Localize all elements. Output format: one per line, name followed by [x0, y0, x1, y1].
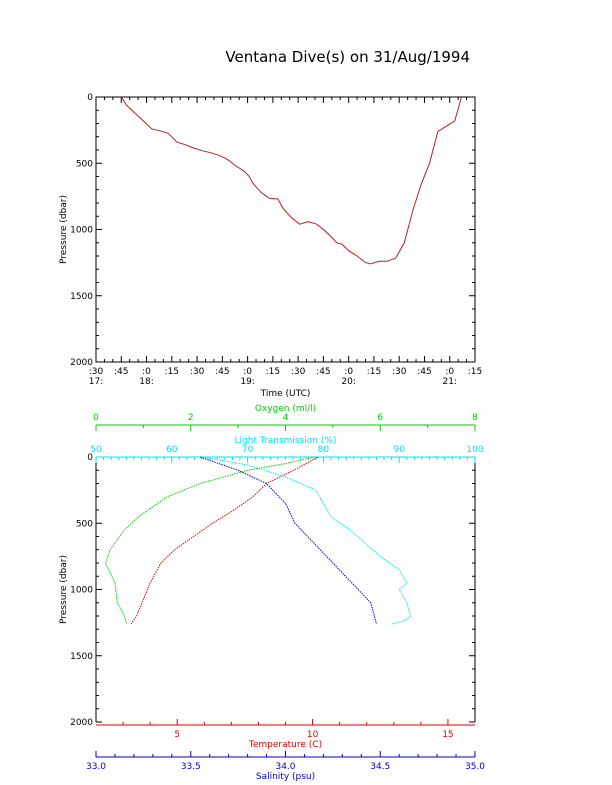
x-tick-label: :30 — [291, 367, 306, 377]
y2-axis-label: Pressure (dbar) — [59, 555, 69, 624]
salinity-tick-label: 34.0 — [275, 762, 295, 772]
x-axis-label: Time (UTC) — [260, 389, 311, 399]
x-tick-label: :45 — [316, 367, 330, 377]
x-hour-label: 21: — [442, 377, 456, 387]
y-tick-label: 2000 — [70, 358, 93, 368]
y-tick-label: 0 — [87, 93, 93, 103]
oxygen-series-line — [104, 456, 315, 625]
salinity-axis-label: Salinity (psu) — [256, 772, 315, 782]
x-tick-label: :30 — [89, 367, 104, 377]
x-hour-label: 18: — [139, 377, 153, 387]
x-tick-label: :30 — [190, 367, 205, 377]
oxygen-tick-label: 2 — [188, 413, 194, 423]
x-tick-label: :45 — [417, 367, 431, 377]
depth-series-line — [120, 96, 462, 265]
y2-tick-label: 1500 — [70, 652, 93, 662]
oxygen-tick-label: 8 — [472, 413, 478, 423]
light-tick-label: 60 — [166, 445, 178, 455]
temperature-tick-label: 5 — [174, 730, 180, 740]
light-series-line — [202, 456, 412, 625]
light-tick-label: 50 — [90, 445, 102, 455]
temperature-axis-label: Temperature (C) — [248, 740, 322, 750]
x-hour-label: 17: — [89, 377, 103, 387]
y-tick-label: 1500 — [70, 292, 93, 302]
temperature-series-line — [130, 456, 319, 625]
temperature-tick-label: 15 — [442, 730, 453, 740]
chart-title: Ventana Dive(s) on 31/Aug/1994 — [225, 48, 470, 66]
x-tick-label: :0 — [344, 367, 353, 377]
x-tick-label: :0 — [142, 367, 151, 377]
y2-tick-label: 500 — [76, 519, 93, 529]
x-tick-label: :15 — [266, 367, 280, 377]
x-tick-label: :15 — [367, 367, 381, 377]
x-tick-label: :0 — [445, 367, 454, 377]
salinity-tick-label: 33.5 — [181, 762, 201, 772]
salinity-series-line — [200, 456, 377, 625]
x-tick-label: :15 — [165, 367, 179, 377]
light-axis-label: Light Transmission (%) — [235, 436, 337, 446]
x-hour-label: 20: — [341, 377, 355, 387]
y-tick-label: 500 — [76, 159, 93, 169]
y2-tick-label: 2000 — [70, 718, 93, 728]
x-tick-label: :45 — [215, 367, 229, 377]
oxygen-tick-label: 6 — [377, 413, 383, 423]
light-tick-label: 90 — [393, 445, 405, 455]
oxygen-tick-label: 0 — [93, 413, 99, 423]
salinity-tick-label: 33.0 — [86, 762, 106, 772]
salinity-tick-label: 35.0 — [465, 762, 485, 772]
x-tick-label: :0 — [243, 367, 252, 377]
oxygen-axis-label: Oxygen (ml/l) — [255, 404, 316, 414]
x-tick-label: :30 — [392, 367, 407, 377]
panel1-frame — [95, 96, 476, 363]
y-tick-label: 1000 — [70, 226, 93, 236]
x-tick-label: :45 — [114, 367, 128, 377]
x-tick-label: :15 — [468, 367, 482, 377]
salinity-tick-label: 34.5 — [370, 762, 390, 772]
x-hour-label: 19: — [240, 377, 254, 387]
temperature-tick-label: 10 — [307, 730, 319, 740]
y2-tick-label: 0 — [87, 453, 93, 463]
light-tick-label: 100 — [466, 445, 483, 455]
light-tick-label: 70 — [242, 445, 254, 455]
light-tick-label: 80 — [318, 445, 330, 455]
y-axis-label: Pressure (dbar) — [59, 195, 69, 264]
y2-tick-label: 1000 — [70, 586, 93, 596]
oxygen-tick-label: 4 — [283, 413, 289, 423]
